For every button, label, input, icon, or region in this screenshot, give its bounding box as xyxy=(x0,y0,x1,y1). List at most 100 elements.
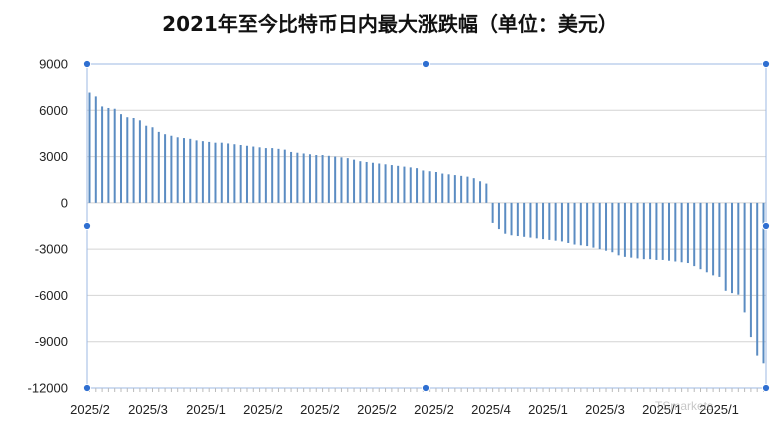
x-axis-labels: 2025/2 2025/3 2025/1 2025/2 2025/2 2025/2 2025… xyxy=(70,402,739,417)
bar xyxy=(353,159,356,203)
bar xyxy=(699,202,702,270)
bar xyxy=(252,146,255,203)
resize-handle[interactable] xyxy=(82,383,92,393)
bar xyxy=(749,202,752,338)
x-tick-label: 2025/1 xyxy=(528,402,568,417)
bar xyxy=(233,144,236,203)
bar xyxy=(434,172,437,203)
y-tick-label: -12000 xyxy=(28,381,68,396)
bar xyxy=(636,202,639,259)
bar xyxy=(371,162,374,203)
bar xyxy=(680,202,683,263)
resize-handle[interactable] xyxy=(421,383,431,393)
bar xyxy=(504,202,507,234)
bar xyxy=(529,202,532,238)
resize-handle[interactable] xyxy=(761,221,771,231)
bar xyxy=(264,148,267,203)
resize-handle[interactable] xyxy=(761,59,771,69)
bar xyxy=(195,140,198,203)
bar xyxy=(737,202,740,295)
bar xyxy=(138,120,141,203)
bar xyxy=(283,149,286,203)
x-axis-ticks xyxy=(89,388,764,392)
bar xyxy=(365,161,368,203)
y-axis-labels: 9000 6000 3000 0 -3000 -6000 -9000 -12000 xyxy=(28,57,68,396)
bar xyxy=(743,202,746,313)
bar xyxy=(705,202,708,273)
bar xyxy=(302,153,305,203)
x-tick-label: 2025/2 xyxy=(243,402,283,417)
bar xyxy=(239,145,242,203)
bar xyxy=(447,174,450,203)
bar xyxy=(491,202,494,223)
y-tick-label: 0 xyxy=(61,195,68,210)
x-tick-label: 2025/2 xyxy=(300,402,340,417)
bar xyxy=(384,164,387,203)
bar xyxy=(712,202,715,276)
bar xyxy=(497,202,500,230)
bar xyxy=(409,167,412,203)
bar xyxy=(182,138,185,203)
resize-handle[interactable] xyxy=(761,383,771,393)
bar xyxy=(598,202,601,250)
y-tick-label: 9000 xyxy=(39,57,68,72)
bar xyxy=(245,145,248,203)
bar xyxy=(132,118,135,203)
bar xyxy=(113,108,116,203)
bar xyxy=(441,173,444,203)
bar xyxy=(617,202,620,256)
bar xyxy=(623,202,626,257)
chart-title: 2021年至今比特币日内最大涨跌幅（单位：美元） xyxy=(162,12,618,36)
bar xyxy=(214,142,217,203)
bar xyxy=(686,202,689,264)
x-tick-label: 2025/1 xyxy=(699,402,739,417)
bar xyxy=(642,202,645,260)
resize-handle[interactable] xyxy=(421,59,431,69)
resize-handle[interactable] xyxy=(82,59,92,69)
x-tick-label: 2025/1 xyxy=(642,402,682,417)
bar xyxy=(346,158,349,203)
bar xyxy=(718,202,721,277)
bar xyxy=(630,202,633,258)
x-tick-label: 2025/2 xyxy=(357,402,397,417)
bar xyxy=(460,175,463,203)
bar xyxy=(271,148,274,203)
resize-handle[interactable] xyxy=(82,221,92,231)
x-tick-label: 2025/3 xyxy=(585,402,625,417)
bar xyxy=(164,134,167,203)
bar xyxy=(516,202,519,237)
bar xyxy=(327,155,330,203)
bar xyxy=(668,202,671,261)
bar xyxy=(756,202,759,356)
bar xyxy=(416,168,419,203)
bar xyxy=(605,202,608,251)
selection-handles[interactable] xyxy=(82,59,771,393)
x-tick-label: 2025/4 xyxy=(471,402,511,417)
bar xyxy=(189,138,192,203)
bar xyxy=(94,96,97,203)
bar xyxy=(170,135,173,203)
bar xyxy=(151,127,154,203)
bar xyxy=(157,131,160,203)
bar xyxy=(586,202,589,247)
bar xyxy=(579,202,582,246)
bar xyxy=(208,141,211,203)
bar xyxy=(472,178,475,203)
bar xyxy=(378,163,381,203)
y-tick-label: -9000 xyxy=(35,334,68,349)
bar xyxy=(428,171,431,203)
bar xyxy=(201,141,204,203)
bar xyxy=(661,202,664,260)
bar xyxy=(542,202,545,240)
bar xyxy=(315,155,318,203)
bar xyxy=(674,202,677,262)
y-tick-label: 3000 xyxy=(39,149,68,164)
bar xyxy=(479,181,482,203)
bar xyxy=(523,202,526,237)
bar xyxy=(334,156,337,203)
chart-frame xyxy=(86,63,767,389)
bar xyxy=(397,165,400,203)
x-tick-label: 2025/3 xyxy=(128,402,168,417)
bar xyxy=(573,202,576,245)
